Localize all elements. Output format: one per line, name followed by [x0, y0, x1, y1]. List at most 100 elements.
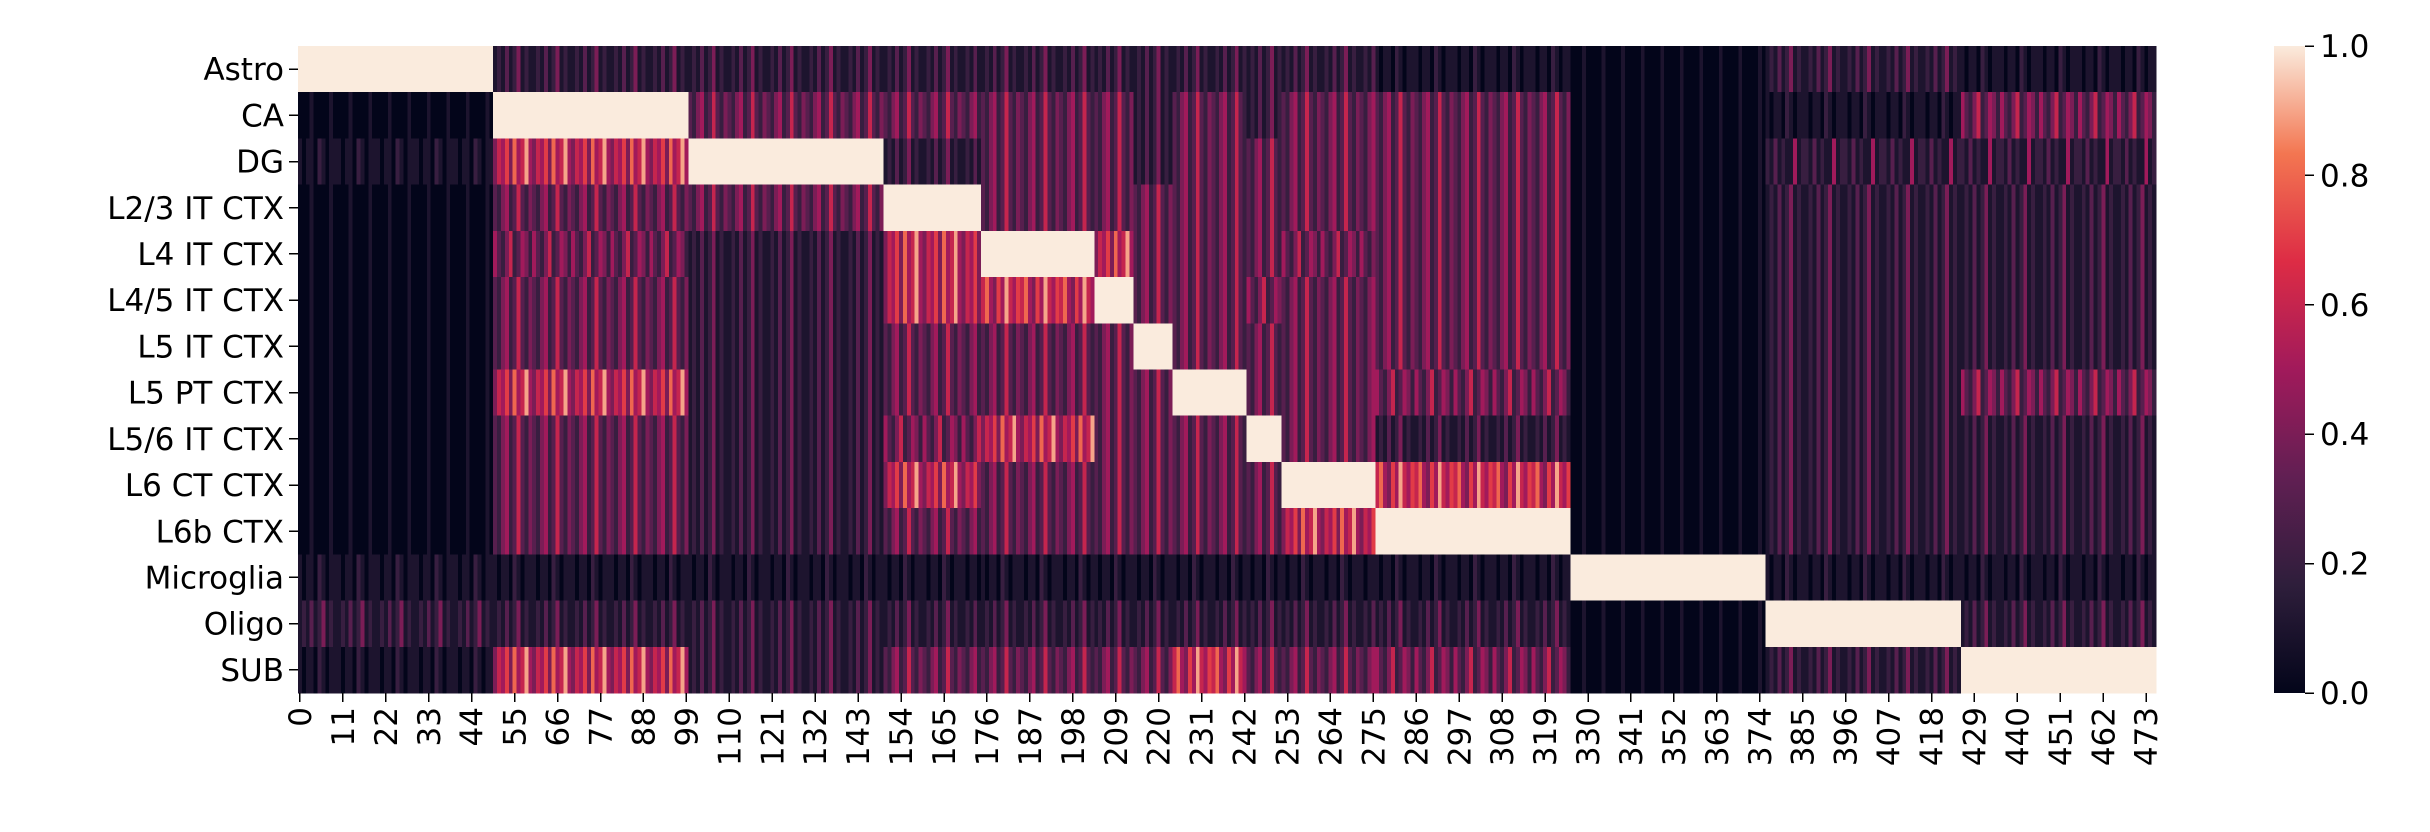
cell	[1156, 230, 1162, 278]
cell	[805, 369, 810, 417]
cell	[1929, 138, 1935, 186]
cell	[875, 323, 881, 371]
cell	[1383, 461, 1388, 509]
cell	[703, 415, 709, 463]
cell	[1141, 508, 1146, 555]
cell	[633, 323, 639, 371]
cell	[368, 369, 373, 417]
cell	[688, 92, 693, 140]
cell	[1968, 415, 1974, 463]
cell	[606, 92, 611, 140]
cell	[590, 461, 596, 509]
cell	[1234, 323, 1240, 371]
cell	[649, 415, 654, 463]
cell	[528, 461, 533, 509]
cell	[399, 184, 404, 232]
cell	[852, 46, 857, 93]
cell	[1266, 323, 1271, 371]
cell	[395, 230, 401, 278]
cell	[1031, 277, 1037, 324]
cell	[618, 92, 623, 140]
cell	[1586, 323, 1591, 371]
cell	[860, 323, 865, 371]
cell	[383, 92, 389, 140]
cell	[938, 46, 943, 93]
cell	[930, 92, 935, 140]
cell	[586, 92, 592, 140]
cell	[2062, 184, 2067, 232]
cell	[1145, 508, 1150, 555]
cell	[1835, 461, 1841, 509]
cell	[1363, 461, 1369, 509]
cell	[981, 508, 986, 555]
cell	[434, 184, 440, 232]
cell	[1968, 230, 1974, 278]
cell	[758, 92, 764, 140]
cell	[1187, 415, 1193, 463]
cell	[528, 277, 533, 324]
cell	[1781, 46, 1786, 93]
cell	[844, 369, 849, 417]
cell	[520, 46, 525, 93]
cell	[899, 323, 904, 371]
cell	[2097, 46, 2102, 93]
cell	[1070, 369, 1076, 417]
cell	[1531, 415, 1536, 463]
cell	[1972, 138, 1978, 186]
cell	[758, 415, 764, 463]
cell	[618, 508, 623, 555]
cell	[1285, 277, 1291, 324]
cell	[582, 508, 588, 555]
cell	[2066, 230, 2071, 278]
cell	[1570, 277, 1575, 324]
cell	[1008, 184, 1013, 232]
cell	[1660, 92, 1665, 140]
cell	[1351, 138, 1357, 186]
cell	[528, 369, 533, 417]
cell	[891, 508, 896, 555]
cell	[821, 323, 826, 371]
cell	[1722, 230, 1728, 278]
cell	[1590, 138, 1595, 186]
cell	[992, 369, 998, 417]
cell	[984, 46, 990, 93]
cell	[606, 323, 611, 371]
cell	[945, 92, 951, 140]
cell	[1145, 277, 1150, 324]
cell	[1227, 369, 1232, 417]
cell	[422, 323, 428, 371]
cell	[372, 46, 377, 93]
cell	[2019, 415, 2024, 463]
cell	[1851, 184, 1857, 232]
cell	[653, 277, 658, 324]
cell	[1617, 92, 1622, 140]
cell	[922, 277, 928, 324]
cell	[2101, 277, 2106, 324]
cell	[1999, 323, 2005, 371]
cell	[1605, 184, 1611, 232]
cell	[1773, 323, 1778, 371]
cell	[2077, 230, 2083, 278]
cell	[836, 461, 842, 509]
cell	[477, 184, 483, 232]
cell	[364, 508, 369, 555]
cell	[454, 323, 459, 371]
cell	[1999, 184, 2005, 232]
cell	[1648, 369, 1654, 417]
cell	[426, 138, 432, 186]
cell	[1539, 369, 1544, 417]
cell	[325, 461, 330, 509]
cell	[1078, 92, 1084, 140]
cell	[1554, 369, 1560, 417]
cell	[1500, 323, 1505, 371]
cell	[688, 369, 693, 417]
cell	[489, 508, 494, 555]
cell	[305, 461, 311, 509]
cell	[2089, 323, 2095, 371]
cell	[344, 369, 350, 417]
cell	[883, 184, 889, 232]
cell	[1921, 92, 1927, 140]
cell	[1199, 277, 1205, 324]
cell	[536, 46, 541, 93]
cell	[1691, 46, 1697, 93]
